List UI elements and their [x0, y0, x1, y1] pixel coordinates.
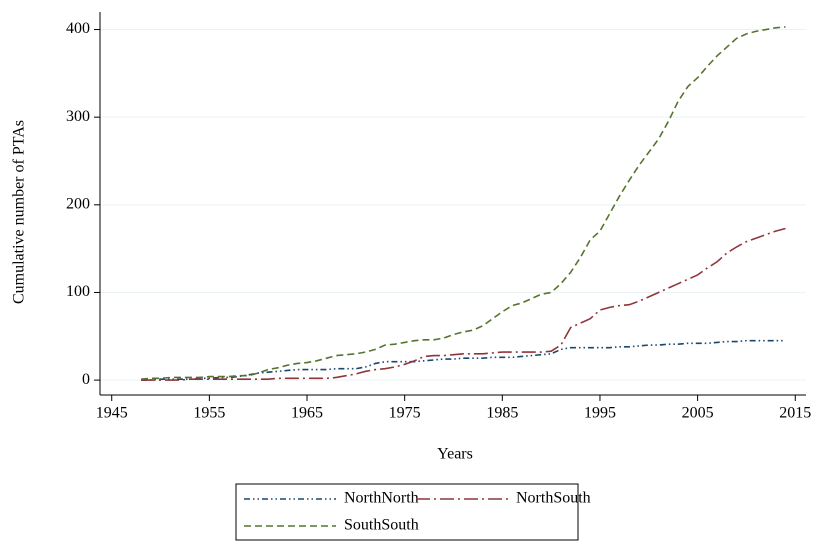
legend-label: NorthNorth [344, 490, 419, 507]
x-tick-label: 2005 [682, 405, 714, 422]
x-axis-title: Years [437, 446, 473, 463]
y-tick-label: 300 [66, 108, 90, 125]
x-tick-label: 1985 [486, 405, 518, 422]
x-tick-label: 1945 [96, 405, 128, 422]
series-line [141, 227, 786, 381]
series-line [140, 26, 786, 381]
y-tick-label: 400 [66, 20, 90, 37]
y-tick-label: 0 [82, 371, 90, 388]
y-tick-label: 200 [66, 195, 90, 212]
y-axis-title: Cumulative number of PTAs [11, 120, 28, 304]
x-tick-label: 1995 [584, 405, 616, 422]
x-tick-label: 1965 [291, 405, 323, 422]
legend-box [235, 483, 579, 541]
series-line [141, 339, 786, 381]
x-tick-label: 1975 [389, 405, 421, 422]
x-tick-label: 2015 [779, 405, 811, 422]
legend-label: SouthSouth [344, 517, 419, 534]
legend-label: NorthSouth [516, 490, 591, 507]
y-tick-label: 100 [66, 283, 90, 300]
x-tick-label: 1955 [193, 405, 225, 422]
